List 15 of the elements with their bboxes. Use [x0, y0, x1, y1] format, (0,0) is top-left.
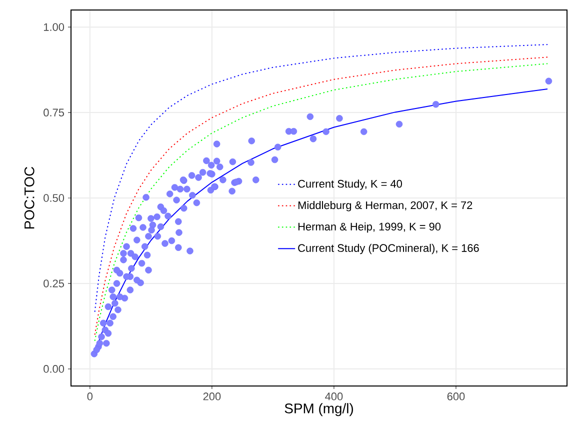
legend-label: Current Study, K = 40 [298, 180, 402, 190]
y-tick-label: 0.50 [44, 194, 64, 202]
x-tick-label: 400 [325, 392, 343, 400]
x-tick-label: 0 [87, 392, 93, 400]
x-axis-title: SPM (mg/l) [284, 403, 353, 416]
y-tick-label: 0.00 [44, 365, 64, 373]
legend-label: Current Study (POCmineral), K = 166 [298, 244, 479, 254]
x-tick-label: 200 [203, 392, 221, 400]
y-tick-label: 0.75 [44, 108, 64, 116]
y-axis-title: POC:TOC [24, 166, 34, 228]
y-tick-label: 1.00 [44, 23, 64, 31]
legend-label: Herman & Heip, 1999, K = 90 [298, 222, 441, 233]
x-tick-label: 600 [447, 392, 465, 400]
y-tick-label: 0.25 [44, 280, 64, 288]
legend-label: Middleburg & Herman, 2007, K = 72 [298, 201, 472, 212]
